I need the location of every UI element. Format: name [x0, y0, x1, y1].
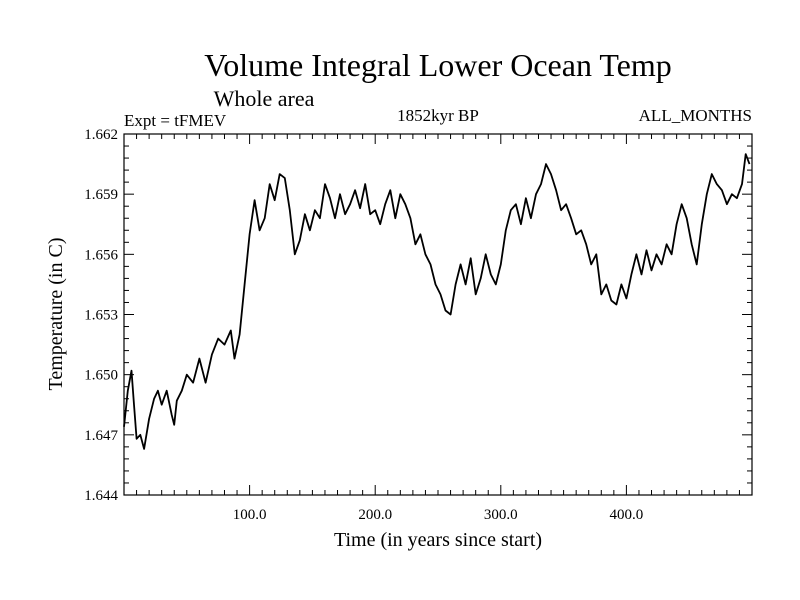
chart-subtitle: Whole area [214, 86, 315, 111]
tick-labels: 100.0 200.0 300.0 400.0 1.644 1.647 1.650 1.653… [84, 127, 643, 523]
x-tick-label: 200.0 [358, 507, 392, 523]
months-label: ALL_MONTHS [639, 106, 752, 125]
y-tick-label: 1.653 [84, 308, 118, 324]
y-tick-label: 1.647 [84, 428, 118, 444]
y-tick-label: 1.659 [84, 187, 118, 203]
x-tick-label: 100.0 [233, 507, 267, 523]
period-label: 1852kyr BP [397, 106, 479, 125]
series-line-0 [123, 153, 751, 450]
x-tick-label: 400.0 [610, 507, 644, 523]
axis-ticks [124, 134, 752, 495]
x-axis-label: Time (in years since start) [334, 529, 542, 551]
y-tick-label: 1.644 [84, 488, 118, 504]
y-tick-label: 1.662 [84, 127, 118, 143]
y-axis-label: Temperature (in C) [45, 238, 67, 391]
chart-title: Volume Integral Lower Ocean Temp [204, 47, 672, 83]
y-tick-label: 1.656 [84, 247, 118, 263]
series-layer [123, 153, 751, 450]
experiment-label: Expt = tFMEV [124, 111, 227, 130]
plot-frame [123, 133, 753, 496]
y-tick-label: 1.650 [84, 368, 118, 384]
x-tick-label: 300.0 [484, 507, 518, 523]
